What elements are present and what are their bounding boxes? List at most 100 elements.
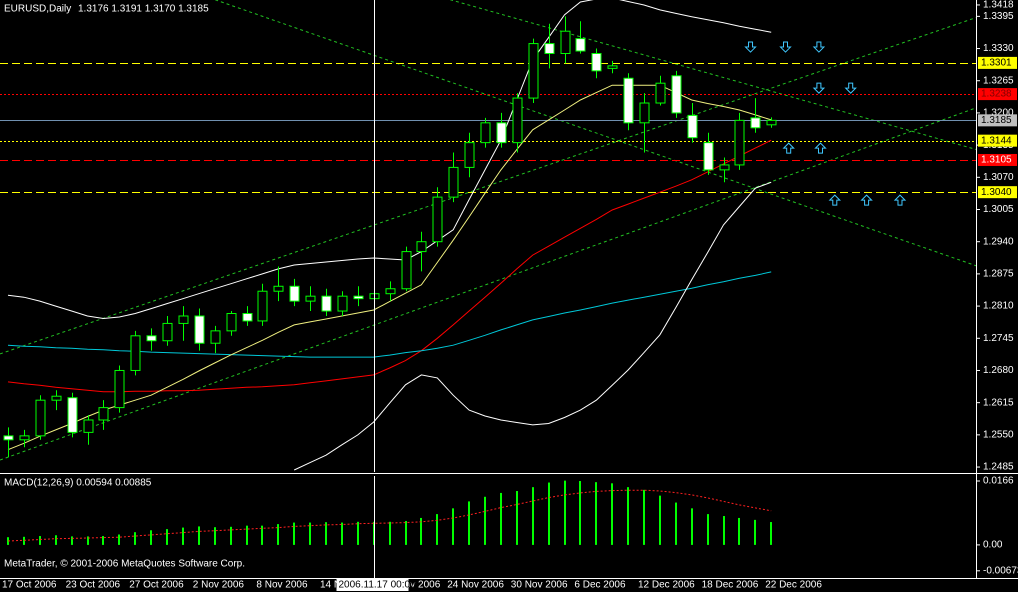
candle-body	[401, 251, 412, 290]
candle-body	[162, 322, 173, 342]
macd-bar	[468, 501, 470, 545]
x-tick-label: 27 Oct 2006	[129, 580, 184, 591]
candle-body	[19, 435, 30, 441]
macd-bar	[420, 517, 422, 545]
y-tick-label: 1.3418	[983, 0, 1014, 11]
crosshair-label-box	[336, 579, 409, 591]
x-tick-label: 2 Nov 2006	[193, 580, 245, 591]
candle-body	[385, 288, 396, 295]
macd-bar	[436, 514, 438, 545]
candle-body	[512, 97, 523, 144]
macd-bar	[166, 529, 168, 545]
y-tick-label: 1.3070	[983, 172, 1014, 183]
candle-body	[67, 397, 78, 433]
symbol: EURUSD,Daily	[4, 4, 71, 15]
arrow-up	[860, 194, 873, 206]
candle-body	[575, 38, 586, 52]
trendline	[0, 107, 976, 461]
x-tick-label: 20 Nov 2006	[384, 580, 441, 591]
macd-label: MACD(12,26,9) 0.00594 0.00885	[4, 478, 152, 489]
level-label-box	[978, 114, 1017, 127]
level-label-box	[978, 186, 1017, 199]
candle-body	[766, 119, 777, 126]
y-tick-label: 1.3005	[983, 204, 1014, 215]
macd-bar	[357, 521, 359, 545]
candle-body	[432, 196, 443, 243]
macd-bar	[389, 521, 391, 545]
macd-bar	[341, 522, 343, 545]
macd-bar	[277, 524, 279, 545]
candle-body	[448, 166, 459, 198]
y-tick-label: 1.2745	[983, 333, 1014, 344]
candle-body	[591, 52, 602, 72]
macd-bar	[516, 491, 518, 545]
arrow-up	[782, 142, 795, 154]
y-tick-label: 1.2810	[983, 301, 1014, 312]
candle-body	[194, 315, 205, 344]
macd-bar	[691, 508, 693, 545]
macd-bar	[723, 516, 725, 545]
ohlc-readout: 1.3176 1.3191 1.3170 1.3185	[78, 4, 209, 15]
x-tick-label: 6 Dec 2006	[574, 580, 626, 591]
candle-body	[178, 315, 189, 324]
macd-bar	[23, 536, 25, 545]
candle-body	[750, 117, 761, 129]
macd-bar	[659, 495, 661, 545]
indicator-line	[7, 139, 772, 393]
arrow-down	[812, 41, 826, 53]
candle-body	[321, 295, 332, 312]
macd-bar	[309, 522, 311, 545]
y-tick-label: 1.2615	[983, 397, 1014, 408]
macd-panel	[7, 476, 772, 578]
indicator-line	[7, 84, 772, 451]
candle-body	[273, 285, 284, 292]
macd-bar	[627, 487, 629, 545]
candle-body	[146, 335, 157, 342]
y-tick-label: 1.2485	[983, 462, 1014, 473]
candle-body	[623, 77, 634, 124]
x-tick-label: 23 Oct 2006	[66, 580, 121, 591]
y-tick-label: 1.3330	[983, 43, 1014, 54]
level-label: 1.3040	[981, 187, 1012, 198]
macd-bar	[230, 526, 232, 545]
macd-bar	[71, 536, 73, 545]
candle-body	[226, 313, 237, 332]
candle-body	[496, 122, 507, 144]
macd-bar	[214, 527, 216, 545]
y-tick-label: 1.3395	[983, 11, 1014, 22]
macd-bar	[532, 487, 534, 545]
macd-bar	[611, 483, 613, 545]
candle-body	[289, 285, 300, 302]
x-tick-label: 17 Oct 2006	[2, 580, 57, 591]
candle-body	[114, 369, 125, 409]
macd-bar	[182, 527, 184, 545]
candle-body	[703, 142, 714, 171]
macd-bar	[484, 496, 486, 545]
macd-bar	[405, 521, 407, 545]
trendline	[0, 17, 976, 355]
macd-bar	[246, 525, 248, 545]
candle-body	[130, 335, 141, 371]
candle-body	[83, 419, 94, 433]
labels: EURUSD,Daily 1.3176 1.3191 1.3170 1.3185…	[2, 4, 822, 591]
y-tick-label: 1.2940	[983, 236, 1014, 247]
y-tick-label: 1.2875	[983, 269, 1014, 280]
macd-bar	[548, 482, 550, 545]
candle-body	[35, 399, 46, 437]
macd-bar	[150, 530, 152, 545]
macd-tick-label: 0.0166	[983, 476, 1014, 487]
x-tick-label: 8 Nov 2006	[256, 580, 308, 591]
macd-tick-label: 0.00	[983, 540, 1003, 551]
candle-body	[734, 119, 745, 166]
indicator-line	[7, 0, 772, 320]
macd-bar	[261, 525, 263, 545]
arrow-down	[812, 82, 826, 94]
candle-body	[305, 295, 316, 302]
level-label: 1.3144	[981, 135, 1012, 146]
macd-bar	[754, 519, 756, 545]
y-tick-label: 1.3200	[983, 108, 1014, 119]
arrow-down	[844, 82, 857, 94]
